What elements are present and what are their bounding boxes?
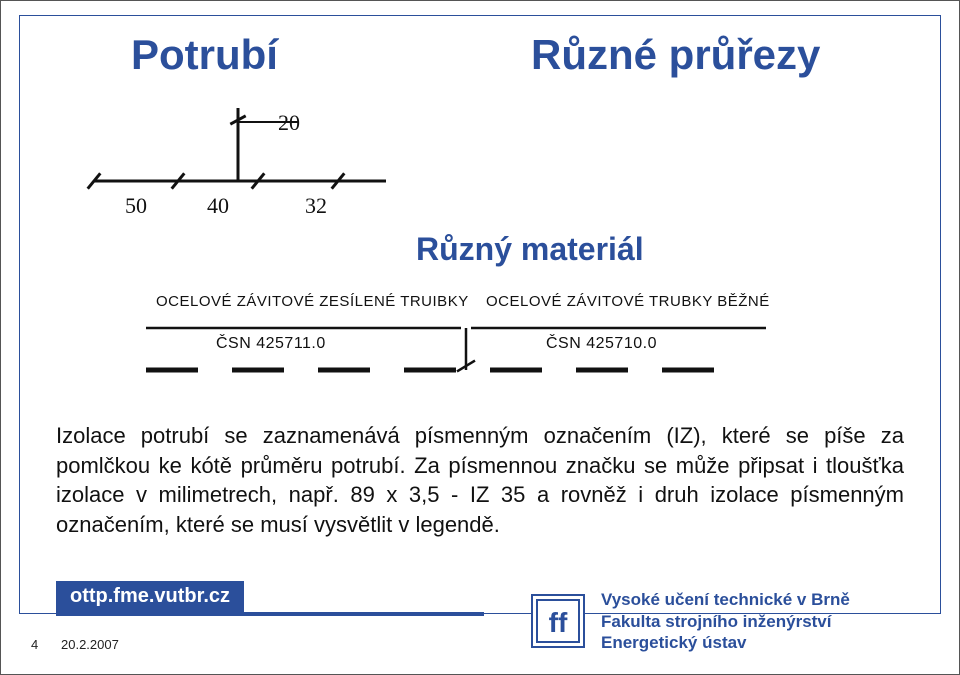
university-logo-icon: ff [531, 594, 585, 648]
svg-text:ČSN 425711.0: ČSN 425711.0 [216, 333, 326, 352]
subtitle: Různý materiál [416, 231, 644, 268]
diagram-pipe-sections: 20504032 [86, 86, 396, 221]
page-number: 4 [31, 637, 38, 652]
svg-text:OCELOVÉ ZÁVITOVÉ ZESÍLENÉ TRUI: OCELOVÉ ZÁVITOVÉ ZESÍLENÉ TRUIBKY [156, 293, 469, 310]
footer-uni-line3: Energetický ústav [601, 632, 850, 654]
svg-text:40: 40 [207, 193, 229, 218]
footer-uni-line1: Vysoké učení technické v Brně [601, 589, 850, 611]
title-right: Různé průřezy [531, 31, 820, 79]
footer-university-block: Vysoké učení technické v Brně Fakulta st… [601, 589, 850, 654]
footer-divider [56, 612, 484, 616]
svg-text:OCELOVÉ ZÁVITOVÉ TRUBKY BĚŽNÉ: OCELOVÉ ZÁVITOVÉ TRUBKY BĚŽNÉ [486, 293, 770, 310]
footer-url: ottp.fme.vutbr.cz [56, 581, 244, 612]
svg-text:ČSN 425710.0: ČSN 425710.0 [546, 333, 657, 352]
diagram-pipe-materials: OCELOVÉ ZÁVITOVÉ ZESÍLENÉ TRUIBKY OCELOVÉ… [136, 286, 776, 396]
body-paragraph: Izolace potrubí se zaznamenává písmenným… [56, 421, 904, 540]
svg-text:50: 50 [125, 193, 147, 218]
logo-letters: ff [549, 607, 568, 638]
footer-uni-line2: Fakulta strojního inženýrství [601, 611, 850, 633]
slide: Potrubí Různé průřezy Různý materiál 205… [0, 0, 960, 675]
page-date: 20.2.2007 [61, 637, 119, 652]
svg-text:32: 32 [305, 193, 327, 218]
title-left: Potrubí [131, 31, 278, 79]
